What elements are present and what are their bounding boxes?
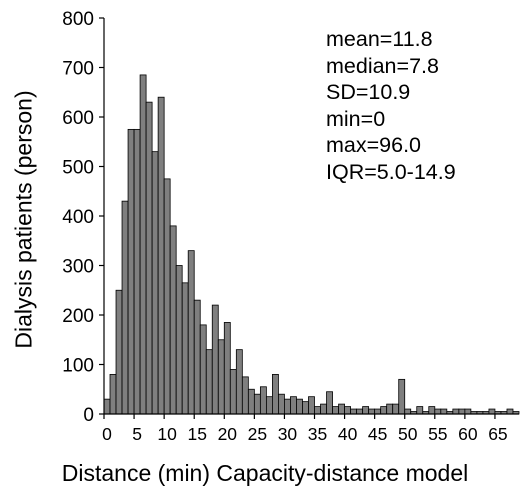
x-axis-label: Distance (min) Capacity-distance model — [61, 460, 469, 486]
x-tick-label: 0 — [102, 424, 112, 444]
histogram-bar — [139, 74, 147, 415]
histogram-bar — [151, 151, 159, 415]
histogram-bar — [284, 398, 291, 415]
x-tick-label: 25 — [248, 424, 267, 444]
histogram-bar — [217, 339, 225, 415]
histogram-bar — [187, 250, 195, 415]
histogram-bar — [290, 396, 297, 415]
y-tick-label: 500 — [62, 158, 94, 179]
histogram-bar — [332, 406, 339, 415]
histogram-bar — [380, 406, 388, 415]
x-tick-label: 65 — [488, 424, 507, 444]
histogram-bar — [302, 401, 309, 415]
y-tick-label: 200 — [62, 306, 94, 327]
histogram-bar — [247, 388, 255, 415]
histogram-bar — [181, 282, 189, 415]
x-tick-label: 60 — [458, 424, 478, 444]
histogram-bar — [392, 403, 400, 415]
histogram-bar — [428, 406, 436, 415]
histogram-bar — [416, 406, 424, 415]
y-tick-label: 300 — [62, 257, 94, 278]
x-tick-label: 10 — [157, 424, 177, 444]
histogram-bar — [458, 408, 466, 415]
stat-iqr: IQR=5.0-14.9 — [326, 159, 456, 184]
histogram-bar — [362, 406, 370, 415]
histogram-bar — [223, 322, 231, 415]
histogram-bar — [205, 349, 213, 415]
x-tick-label: 20 — [218, 424, 238, 444]
x-tick-label: 55 — [428, 424, 447, 444]
histogram-bar — [314, 406, 321, 415]
histogram-bar — [241, 376, 249, 415]
histogram-bar — [464, 408, 472, 415]
histogram-bar — [350, 408, 357, 415]
histogram-bar — [259, 386, 267, 415]
histogram-bar — [109, 373, 117, 415]
histogram-bar — [103, 398, 111, 415]
x-tick-label: 15 — [187, 424, 206, 444]
x-tick-label: 40 — [338, 424, 358, 444]
y-tick-label: 600 — [62, 108, 94, 129]
x-tick-label: 35 — [308, 424, 327, 444]
histogram-bar — [386, 403, 394, 415]
x-tick-label: 50 — [398, 424, 418, 444]
histogram-bar — [434, 408, 442, 415]
histogram-bar — [506, 408, 514, 415]
histogram-bar — [356, 408, 364, 415]
y-tick-label: 0 — [83, 405, 94, 426]
stat-min: min=0 — [326, 106, 386, 131]
y-tick-label: 800 — [62, 9, 94, 30]
histogram-bar — [133, 128, 141, 415]
histogram-bar — [272, 373, 279, 415]
histogram-bar — [338, 403, 345, 415]
y-tick-label: 400 — [62, 207, 94, 228]
histogram-bar — [127, 128, 135, 415]
histogram-bar — [278, 393, 285, 415]
histogram-bar — [193, 299, 201, 415]
histogram-bar — [199, 324, 207, 415]
histogram-bar — [374, 408, 382, 415]
histogram-bar — [229, 369, 237, 415]
x-tick-label: 5 — [132, 424, 142, 444]
stat-max: max=96.0 — [326, 133, 422, 157]
histogram-bar — [398, 378, 406, 415]
histogram-bar — [344, 406, 351, 415]
histogram-bar — [169, 225, 177, 415]
histogram-bar — [157, 96, 165, 415]
stat-sd: SD=10.9 — [326, 80, 411, 104]
histogram-bar — [145, 101, 153, 415]
y-axis-label: Dialysis patients (person) — [10, 90, 37, 349]
histogram-bar — [296, 398, 303, 415]
histogram-bar — [440, 408, 448, 415]
stat-mean: mean=11.8 — [326, 27, 433, 51]
histogram-bar — [163, 178, 171, 415]
histogram-bar — [488, 408, 496, 415]
y-tick-label: 700 — [62, 59, 94, 80]
histogram-bar — [308, 396, 315, 415]
stat-median: median=7.8 — [326, 53, 439, 78]
histogram-bar — [320, 403, 327, 415]
summary-statistics: mean=11.8 median=7.8 SD=10.9 min=0 max=9… — [326, 26, 456, 185]
histogram-bar — [452, 408, 460, 415]
x-tick-label: 45 — [368, 424, 387, 444]
histogram-bar — [121, 200, 129, 415]
y-tick-label: 100 — [62, 356, 94, 377]
histogram-bar — [265, 396, 273, 415]
histogram-bar — [115, 289, 123, 415]
histogram-bar — [404, 408, 412, 415]
histogram-bar — [175, 265, 183, 415]
histogram-bar — [235, 349, 243, 415]
histogram-bar — [368, 408, 376, 415]
histogram-bar — [326, 391, 333, 415]
histogram-bar — [211, 304, 219, 415]
histogram-bar — [253, 393, 261, 415]
x-tick-label: 30 — [278, 424, 298, 444]
